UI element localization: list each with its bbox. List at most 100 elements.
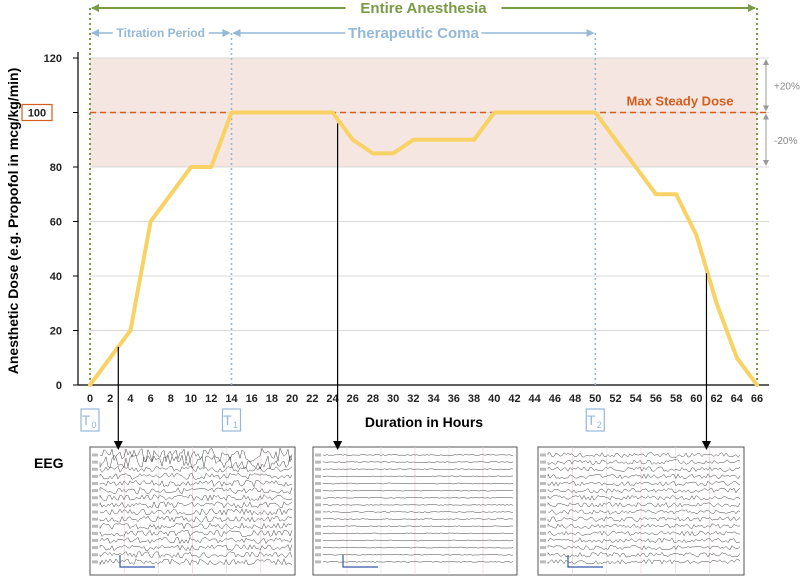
eeg-trace — [99, 536, 293, 545]
y-tick-label: 40 — [50, 271, 62, 283]
x-tick-label: 22 — [306, 393, 318, 405]
eeg-channel-label — [92, 467, 98, 471]
eeg-channel-label — [92, 453, 98, 457]
eeg-channel-label — [315, 474, 321, 478]
x-tick-label: 54 — [630, 393, 643, 405]
x-tick-label: 8 — [168, 393, 174, 405]
eeg-channel-label — [315, 560, 321, 564]
x-tick-label: 6 — [148, 393, 154, 405]
time-marker-subscript: 1 — [233, 420, 238, 430]
eeg-trace — [99, 529, 293, 538]
eeg-trace — [322, 468, 514, 471]
eeg-trace — [547, 494, 741, 501]
eeg-trace — [547, 473, 741, 480]
x-tick-label: 0 — [87, 393, 93, 405]
y-axis-title: Anesthetic Dose (e.g. Propofol in mcg/kg… — [5, 68, 21, 374]
eeg-trace — [99, 522, 293, 530]
x-tick-label: 64 — [731, 393, 744, 405]
eeg-trace — [99, 479, 293, 488]
x-tick-label: 26 — [347, 393, 359, 405]
x-tick-label: 30 — [387, 393, 399, 405]
eeg-scale-marker — [567, 555, 603, 568]
x-tick-label: 20 — [286, 393, 298, 405]
eeg-pointers — [113, 123, 711, 450]
y-tick-label: 20 — [50, 326, 62, 338]
eeg-channel-label — [540, 531, 546, 535]
eeg-trace — [322, 497, 514, 499]
eeg-trace — [547, 452, 741, 458]
eeg-channel-label — [92, 474, 98, 478]
eeg-trace — [99, 494, 293, 502]
eeg-channel-label — [540, 524, 546, 528]
y-tick-label: 60 — [50, 217, 62, 229]
eeg-channel-label — [315, 489, 321, 493]
eeg-trace — [322, 539, 514, 542]
eeg-trace — [99, 465, 293, 473]
eeg-channel-label — [92, 482, 98, 485]
entire-anesthesia-label: Entire Anesthesia — [360, 0, 487, 17]
y-tick-label: 0 — [56, 380, 62, 392]
eeg-label: EEG — [34, 455, 64, 471]
x-tick-label: 62 — [710, 393, 722, 405]
time-marker-label: T — [587, 412, 596, 428]
eeg-panel-2 — [312, 446, 518, 576]
eeg-channel-label — [92, 560, 98, 564]
eeg-channel-label — [92, 489, 98, 493]
x-tick-label: 10 — [185, 393, 197, 405]
eeg-trace — [322, 461, 514, 463]
time-marker-subscript: 0 — [91, 420, 96, 430]
eeg-channel-label — [92, 503, 98, 507]
max-dose-value-box — [21, 103, 53, 122]
eeg-channel-label — [540, 553, 546, 557]
x-tick-label: 60 — [690, 393, 702, 405]
coma-label-bg — [345, 23, 482, 42]
eeg-trace — [547, 480, 741, 487]
max-steady-dose-label: Max Steady Dose — [627, 94, 734, 109]
eeg-trace — [322, 525, 514, 527]
x-tick-label: 48 — [569, 393, 581, 405]
eeg-trace — [99, 501, 293, 509]
eeg-trace — [547, 459, 741, 465]
eeg-trace — [547, 516, 741, 523]
eeg-trace — [547, 537, 741, 544]
eeg-channel-label — [540, 503, 546, 507]
eeg-trace — [99, 486, 293, 495]
eeg-trace — [547, 551, 741, 558]
eeg-channel-label — [540, 489, 546, 493]
time-marker-label: T — [82, 412, 91, 428]
x-tick-label: 42 — [508, 393, 520, 405]
eeg-channel-label — [540, 453, 546, 457]
x-tick-label: 56 — [650, 393, 662, 405]
eeg-trace — [99, 557, 293, 566]
eeg-trace — [99, 551, 293, 559]
eeg-channel-label — [92, 496, 98, 500]
max-dose-value-label: 100 — [28, 108, 46, 120]
x-tick-label: 32 — [407, 393, 419, 405]
eeg-channel-label — [540, 482, 546, 485]
time-marker-label: T — [223, 412, 232, 428]
x-axis-title: Duration in Hours — [365, 414, 483, 430]
eeg-channel-label — [315, 517, 321, 521]
eeg-channel-label — [92, 517, 98, 521]
eeg-channel-label — [92, 531, 98, 535]
eeg-trace — [322, 489, 513, 492]
eeg-scale-marker — [342, 555, 378, 568]
x-tick-label: 52 — [609, 393, 621, 405]
eeg-trace — [322, 482, 514, 485]
eeg-trace — [99, 543, 293, 552]
entire-anesthesia-label-bg — [345, 0, 502, 17]
eeg-channel-label — [315, 482, 321, 485]
eeg-trace — [322, 554, 514, 556]
eeg-trace — [547, 530, 741, 537]
eeg-channel-label — [315, 503, 321, 507]
x-tick-label: 66 — [751, 393, 763, 405]
time-marker-box — [221, 408, 242, 432]
y-tick-label: 80 — [50, 162, 62, 174]
eeg-trace — [547, 466, 741, 472]
eeg-channel-label — [540, 560, 546, 564]
dose-series-line — [88, 110, 759, 387]
eeg-trace — [99, 454, 293, 470]
